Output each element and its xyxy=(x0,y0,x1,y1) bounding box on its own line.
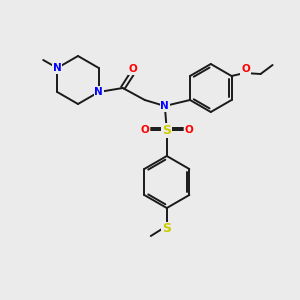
Text: N: N xyxy=(53,63,62,73)
Text: N: N xyxy=(94,87,103,97)
Text: N: N xyxy=(160,101,169,111)
Text: O: O xyxy=(184,125,193,135)
Text: S: S xyxy=(162,223,171,236)
Text: O: O xyxy=(128,64,137,74)
Text: O: O xyxy=(140,125,149,135)
Text: S: S xyxy=(162,124,171,136)
Text: O: O xyxy=(241,64,250,74)
